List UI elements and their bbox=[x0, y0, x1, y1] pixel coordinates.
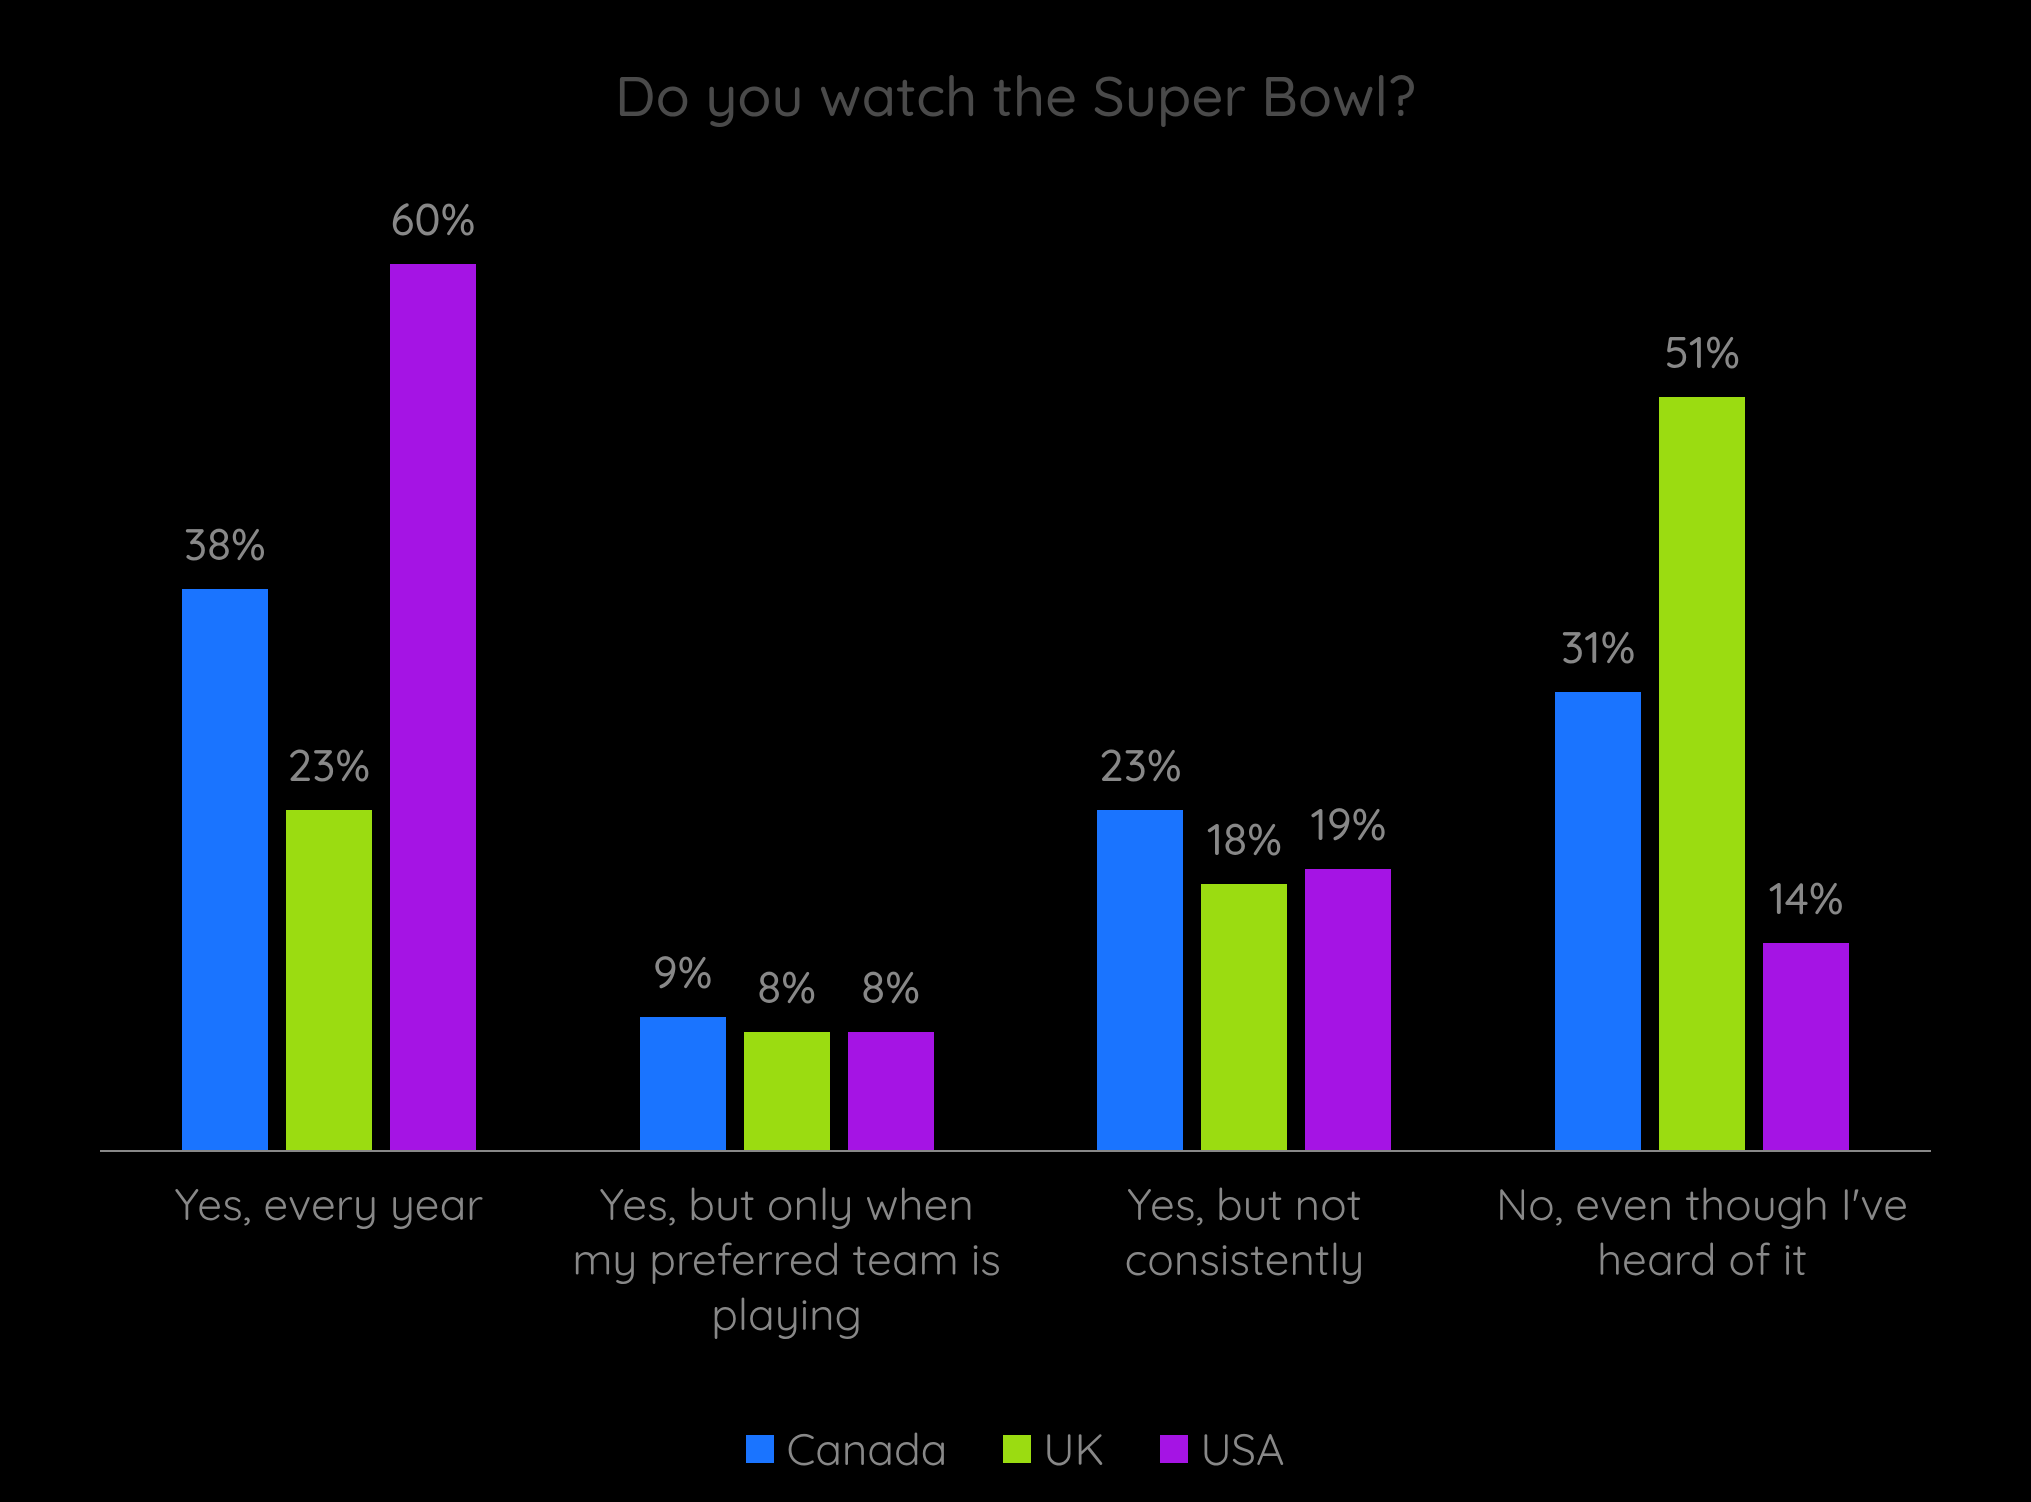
chart-container: Do you watch the Super Bowl? 38%23%60%9%… bbox=[0, 0, 2031, 1502]
bar-group: 23%18%19% bbox=[1016, 190, 1474, 1150]
chart-title: Do you watch the Super Bowl? bbox=[80, 60, 1951, 130]
legend-label: UK bbox=[1043, 1421, 1104, 1476]
x-axis-label: Yes, every year bbox=[100, 1176, 558, 1341]
bar-value-label: 23% bbox=[249, 737, 409, 792]
bar-value-label: 51% bbox=[1622, 324, 1782, 379]
bar: 9% bbox=[640, 1017, 726, 1150]
bar: 8% bbox=[848, 1032, 934, 1150]
bar: 14% bbox=[1763, 943, 1849, 1150]
legend-swatch bbox=[1003, 1435, 1031, 1463]
bar-group: 9%8%8% bbox=[558, 190, 1016, 1150]
bar: 19% bbox=[1305, 869, 1391, 1150]
plot-area: 38%23%60%9%8%8%23%18%19%31%51%14% bbox=[100, 190, 1931, 1152]
bar: 38% bbox=[182, 589, 268, 1150]
bar-value-label: 14% bbox=[1726, 870, 1886, 925]
bar: 31% bbox=[1555, 692, 1641, 1150]
bar-group: 38%23%60% bbox=[100, 190, 558, 1150]
bar: 60% bbox=[390, 264, 476, 1150]
legend: Canada UK USA bbox=[80, 1421, 1951, 1476]
bar-value-label: 60% bbox=[353, 191, 513, 246]
x-axis-label: No, even though I've heard of it bbox=[1473, 1176, 1931, 1341]
bar: 8% bbox=[744, 1032, 830, 1150]
legend-swatch bbox=[746, 1435, 774, 1463]
bar: 18% bbox=[1201, 884, 1287, 1150]
bar-value-label: 23% bbox=[1060, 737, 1220, 792]
legend-label: USA bbox=[1200, 1421, 1284, 1476]
legend-label: Canada bbox=[786, 1421, 947, 1476]
legend-item: USA bbox=[1160, 1421, 1284, 1476]
bar: 23% bbox=[286, 810, 372, 1150]
x-axis-labels: Yes, every yearYes, but only when my pre… bbox=[100, 1176, 1931, 1341]
x-axis-label: Yes, but only when my preferred team is … bbox=[558, 1176, 1016, 1341]
x-axis-label: Yes, but not consistently bbox=[1016, 1176, 1474, 1341]
legend-swatch bbox=[1160, 1435, 1188, 1463]
legend-item: UK bbox=[1003, 1421, 1104, 1476]
bar-value-label: 38% bbox=[145, 516, 305, 571]
bar-groups: 38%23%60%9%8%8%23%18%19%31%51%14% bbox=[100, 190, 1931, 1150]
legend-item: Canada bbox=[746, 1421, 947, 1476]
bar-group: 31%51%14% bbox=[1473, 190, 1931, 1150]
bar: 51% bbox=[1659, 397, 1745, 1150]
bar-value-label: 8% bbox=[811, 959, 971, 1014]
bar-value-label: 31% bbox=[1518, 619, 1678, 674]
bar-value-label: 19% bbox=[1268, 796, 1428, 851]
